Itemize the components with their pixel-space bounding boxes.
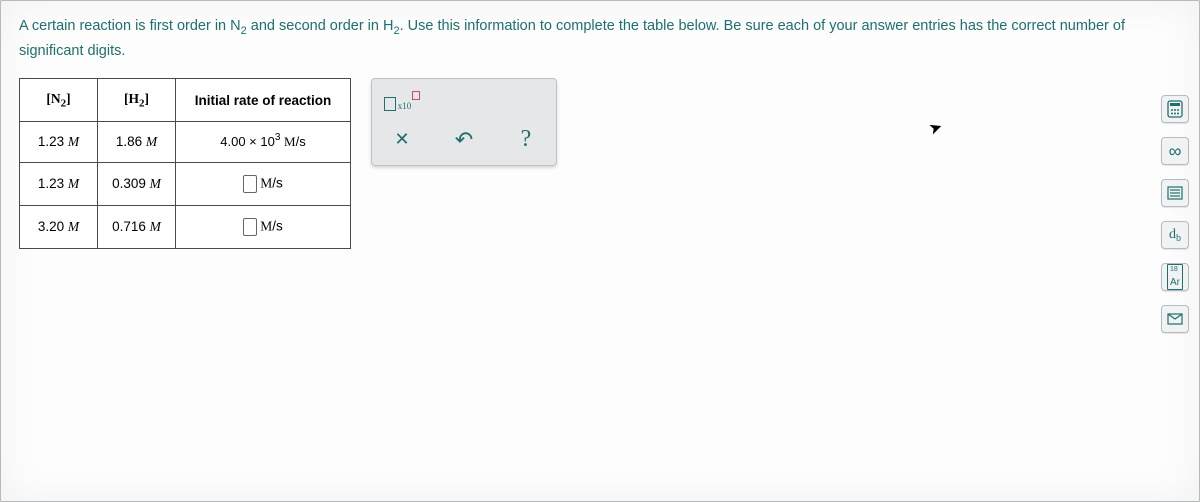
table-row: 1.23 M 0.309 M M/s [20, 163, 351, 206]
reaction-table: [N2] [H2] Initial rate of reaction 1.23 … [19, 78, 351, 250]
table-body: 1.23 M 1.86 M 4.00 × 103 M/s 1.23 M 0.30… [20, 122, 351, 249]
scientific-notation-button[interactable]: x10 [384, 89, 420, 119]
question-prompt: A certain reaction is first order in N2 … [19, 15, 1181, 64]
prompt-text-2: and second order in [247, 18, 383, 34]
table-row: 3.20 M 0.716 M M/s [20, 206, 351, 249]
infinity-icon[interactable]: ∞ [1161, 137, 1189, 165]
formula-icon[interactable]: db [1161, 221, 1189, 249]
n2-cell: 3.20 M [20, 206, 98, 249]
header-n2: [N2] [20, 78, 98, 122]
h2-cell: 1.86 M [98, 122, 176, 163]
rate-input-cell[interactable]: M/s [176, 206, 351, 249]
table-row: 1.23 M 1.86 M 4.00 × 103 M/s [20, 122, 351, 163]
n2-cell: 1.23 M [20, 163, 98, 206]
h2-cell: 0.716 M [98, 206, 176, 249]
list-icon[interactable] [1161, 179, 1189, 207]
header-rate: Initial rate of reaction [176, 78, 351, 122]
content-row: [N2] [H2] Initial rate of reaction 1.23 … [19, 78, 1181, 250]
n2-symbol: N2 [230, 18, 247, 34]
n2-cell: 1.23 M [20, 122, 98, 163]
calculator-icon[interactable] [1161, 95, 1189, 123]
question-page: A certain reaction is first order in N2 … [0, 0, 1200, 502]
rate-input-box[interactable] [243, 175, 257, 193]
header-h2: [H2] [98, 78, 176, 122]
h2-cell: 0.309 M [98, 163, 176, 206]
rate-cell: 4.00 × 103 M/s [176, 122, 351, 163]
prompt-text-1: A certain reaction is first order in [19, 18, 230, 34]
feedback-icon[interactable] [1161, 305, 1189, 333]
periodic-table-icon[interactable]: 18Ar [1161, 263, 1189, 291]
side-toolbar: ∞ db 18Ar [1161, 95, 1189, 333]
rate-input-box[interactable] [243, 218, 257, 236]
rate-unit: M/s [260, 176, 283, 191]
help-button[interactable]: ? [508, 125, 544, 155]
undo-button[interactable]: ↶ [446, 125, 482, 155]
answer-toolbox: x10 ✕ ↶ ? [371, 78, 557, 166]
h2-symbol: H2 [383, 18, 400, 34]
rate-unit: M/s [260, 219, 283, 234]
rate-input-cell[interactable]: M/s [176, 163, 351, 206]
clear-button[interactable]: ✕ [384, 125, 420, 155]
